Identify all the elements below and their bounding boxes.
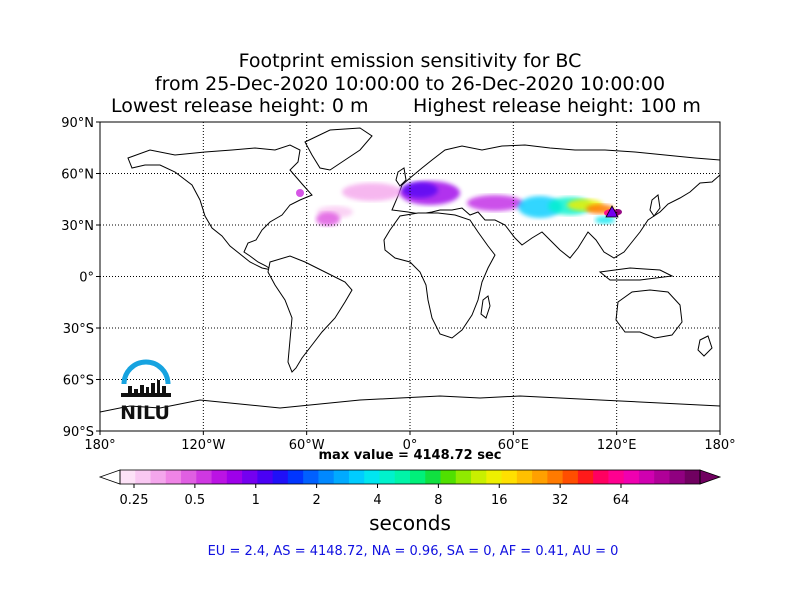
colorbar-segment: [623, 470, 640, 484]
colorbar-segment: [669, 470, 686, 484]
plume-newfoundland: [296, 189, 304, 197]
plume-china-south: [595, 216, 615, 224]
japan-landmass: [649, 194, 661, 217]
chart-subtitle-period: from 25-Dec-2020 10:00:00 to 26-Dec-2020…: [154, 73, 666, 95]
lon-tick-label: 120°E: [597, 438, 637, 453]
colorbar-segment: [318, 470, 335, 484]
colorbar-segment: [410, 470, 426, 484]
lon-tick-label: 60°E: [498, 438, 529, 453]
colorbar-segment: [120, 470, 136, 484]
greenland-landmass: [304, 127, 373, 171]
africa-landmass: [383, 212, 496, 339]
colorbar-segment: [532, 470, 548, 484]
colorbar-segment: [181, 470, 197, 484]
colorbar-max-extension: [699, 469, 722, 485]
lat-tick-label: 30°N: [61, 219, 94, 234]
colorbar-tick-label: 0.5: [185, 493, 206, 508]
colorbar-segment: [684, 470, 701, 484]
colorbar-segment: [150, 470, 167, 484]
colorbar-segment: [303, 470, 319, 484]
australia-landmass: [615, 289, 683, 339]
colorbar-segment: [242, 470, 258, 484]
colorbar-segment: [211, 470, 228, 484]
plume-europe-core: [402, 182, 438, 198]
lat-tick-label: 0°: [79, 271, 94, 286]
colorbar-segment: [257, 470, 274, 484]
colorbar-segment: [394, 470, 411, 484]
lat-tick-label: 90°S: [63, 425, 94, 440]
colorbar-segment: [425, 470, 442, 484]
colorbar-segment: [455, 470, 472, 484]
colorbar-segment: [486, 470, 503, 484]
colorbar-tick-label: 8: [434, 493, 442, 508]
colorbar-segment: [226, 470, 243, 484]
lon-tick-label: 60°W: [289, 438, 325, 453]
lon-tick-label: 0°: [403, 438, 418, 453]
british-isles-landmass: [395, 167, 407, 187]
plume-atlantic-core: [316, 212, 340, 226]
colorbar-tick-label: 32: [552, 493, 569, 508]
colorbar-segment: [165, 470, 182, 484]
colorbar-tick-label: 0.25: [120, 493, 149, 508]
colorbar-segment: [608, 470, 625, 484]
colorbar-segment: [440, 470, 457, 484]
logo-skyline: [121, 380, 171, 397]
colorbar-segment: [333, 470, 350, 484]
colorbar-segment: [547, 470, 564, 484]
highest-release-height: Highest release height: 100 m: [413, 95, 701, 117]
colorbar-tick-label: 2: [312, 493, 320, 508]
colorbar-ticks: 0.25 0.5 1 2 4 8 16 32 64: [120, 484, 630, 508]
colorbar-segment: [379, 470, 396, 484]
colorbar-segment: [364, 470, 380, 484]
colorbar-tick-label: 1: [252, 493, 260, 508]
colorbar-tick-label: 64: [613, 493, 630, 508]
colorbar-min-extension: [98, 469, 121, 485]
colorbar-segment: [287, 470, 304, 484]
indonesia-landmass: [598, 267, 674, 281]
colorbar-segment: [501, 470, 518, 484]
colorbar-segment: [471, 470, 487, 484]
lat-tick-label: 60°S: [63, 374, 94, 389]
lon-tick-label: 180°: [704, 438, 735, 453]
lowest-release-height: Lowest release height: 0 m: [111, 95, 369, 117]
lat-tick-label: 60°N: [61, 168, 94, 183]
colorbar-unit-label: seconds: [369, 511, 451, 535]
lon-tick-label: 120°W: [181, 438, 225, 453]
release-site-marker: [605, 205, 619, 218]
colorbar-segment: [348, 470, 365, 484]
colorbar: [98, 469, 722, 485]
colorbar-outline: [119, 469, 701, 485]
plume-atlantic-north: [342, 183, 402, 201]
colorbar-segment: [272, 470, 289, 484]
sensitivity-field: [296, 181, 622, 226]
colorbar-segment: [516, 470, 533, 484]
logo-text: NILU: [120, 402, 170, 424]
lat-tick-label: 90°N: [61, 116, 94, 131]
colorbar-segment: [638, 470, 655, 484]
colorbar-segment: [593, 470, 609, 484]
madagascar-landmass: [480, 295, 491, 319]
colorbar-segment: [577, 470, 594, 484]
longitude-ticks: 180° 120°W 60°W 0° 60°E 120°E 180°: [84, 431, 736, 453]
colorbar-segment: [135, 470, 152, 484]
logo-arc: [121, 359, 171, 385]
colorbar-tick-label: 16: [491, 493, 508, 508]
colorbar-segment: [196, 470, 213, 484]
new-zealand-landmass: [697, 335, 713, 357]
region-summary: EU = 2.4, AS = 4148.72, NA = 0.96, SA = …: [207, 544, 619, 559]
chart-title: Footprint emission sensitivity for BC: [238, 50, 582, 72]
max-value-label: max value = 4148.72 sec: [318, 448, 502, 463]
latitude-ticks: 90°N 60°N 30°N 0° 30°S 60°S 90°S: [61, 116, 100, 440]
north-america-landmass: [127, 144, 313, 271]
colorbar-tick-label: 4: [373, 493, 381, 508]
plume-caspian: [467, 195, 523, 211]
lat-tick-label: 30°S: [63, 322, 94, 337]
south-america-landmass: [267, 255, 353, 373]
colorbar-segment: [562, 470, 579, 484]
colorbar-segment: [654, 470, 670, 484]
map-grid: [100, 122, 720, 431]
nilu-logo: NILU: [120, 359, 171, 424]
lon-tick-label: 180°: [84, 438, 115, 453]
